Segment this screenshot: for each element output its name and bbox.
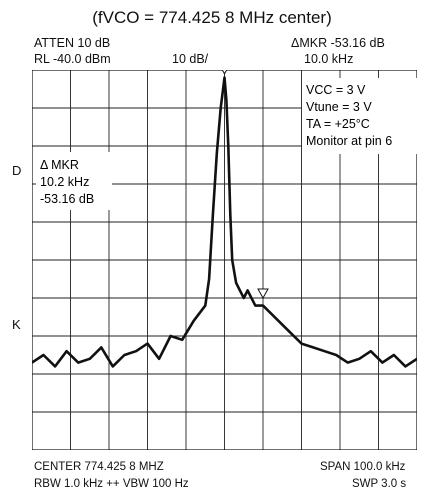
marker-box-title: Δ MKR — [40, 158, 79, 172]
condition-vtune: Vtune = 3 V — [306, 100, 372, 114]
conditions-box — [302, 78, 417, 154]
delta-marker-freq: 10.0 kHz — [304, 52, 354, 66]
spectrum-plot: VCC = 3 V Vtune = 3 V TA = +25°C Monitor… — [32, 70, 417, 450]
chart-title: (fVCO = 774.425 8 MHz center) — [92, 8, 332, 27]
delta-marker-level: ΔMKR -53.16 dB — [291, 36, 385, 50]
marker-group — [221, 70, 269, 300]
sweep-time-label: SWP 3.0 s — [352, 478, 407, 490]
marker-triangle-2 — [257, 288, 269, 300]
level-label-k: K — [12, 317, 21, 332]
marker-triangle-1 — [221, 70, 228, 75]
atten-label: ATTEN 10 dB — [34, 36, 111, 50]
spectrum-trace — [32, 76, 417, 368]
condition-monitor: Monitor at pin 6 — [306, 134, 392, 148]
center-freq-label: CENTER 774.425 8 MHZ — [34, 461, 164, 473]
marker-box-level: -53.16 dB — [40, 192, 94, 206]
marker-box-freq: 10.2 kHz — [40, 175, 89, 189]
condition-ta: TA = +25°C — [306, 117, 370, 131]
rbw-vbw-label: RBW 1.0 kHz ++ VBW 100 Hz — [34, 478, 189, 490]
marker-box — [36, 152, 112, 210]
condition-vcc: VCC = 3 V — [306, 83, 366, 97]
scale-label: 10 dB/ — [172, 52, 209, 66]
span-label: SPAN 100.0 kHz — [320, 461, 406, 473]
level-label-d: D — [12, 163, 22, 178]
ref-level-label: RL -40.0 dBm — [34, 52, 111, 66]
